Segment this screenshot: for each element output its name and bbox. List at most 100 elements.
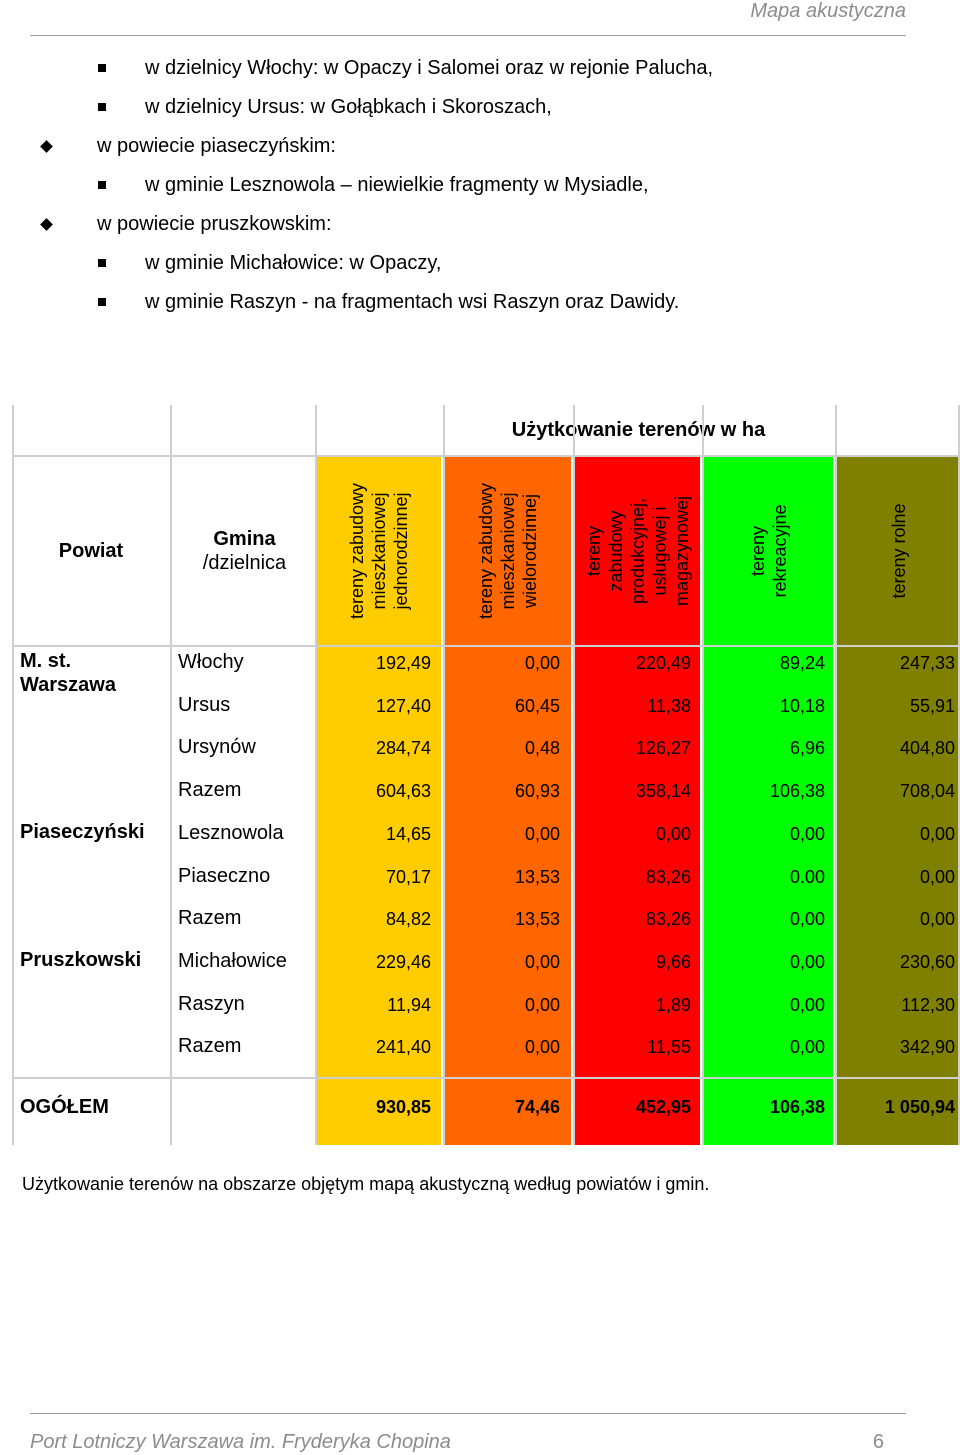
grid-border — [12, 405, 14, 1145]
table-cell-value: 0,00 — [789, 951, 825, 972]
column-header-line: usługowej i — [649, 506, 670, 596]
table-cell-value: 0,00 — [524, 994, 560, 1015]
grid-hline — [12, 1077, 960, 1079]
grid-vline — [170, 405, 172, 1145]
running-header-title: Mapa akustyczna — [750, 0, 906, 22]
column-header-line: zabudowy — [605, 510, 626, 592]
table-cell-value: 0,00 — [524, 823, 560, 844]
table-cell-value: 0,00 — [524, 951, 560, 972]
table-cell-value: 127,40 — [375, 695, 431, 716]
column-fill-1 — [317, 457, 441, 1145]
gmina-label: Ursynów — [178, 736, 256, 759]
footer-rule — [30, 1413, 906, 1414]
total-cell-value: 74,46 — [514, 1097, 560, 1117]
column-header-line: tereny zabudowy — [476, 482, 496, 620]
table-cell-value: 10,18 — [779, 695, 825, 716]
gmina-label: Ursus — [178, 693, 231, 716]
grid-hline — [12, 645, 960, 647]
table-cell-value: 404,80 — [899, 738, 955, 759]
table-cell-value: 708,04 — [899, 781, 955, 802]
table-group-header: Użytkowanie terenów w ha — [511, 418, 766, 441]
gmina-label: Piaseczno — [178, 864, 271, 887]
column-header-line: tereny — [747, 525, 768, 577]
table-caption: Użytkowanie terenów na obszarze objętym … — [22, 1174, 710, 1194]
bullet-item: w powiecie piaseczyńskim: — [97, 135, 336, 157]
grid-vline — [835, 405, 837, 1145]
grid-vline — [443, 405, 445, 1145]
total-cell-value: 1 050,94 — [884, 1097, 955, 1117]
column-header-gmina-line2: /dzielnica — [202, 552, 287, 574]
grid-vline — [702, 405, 704, 1145]
column-header-line: produkcyjnej, — [627, 497, 648, 605]
grid-vline — [573, 405, 575, 1145]
table-cell-value: 358,14 — [635, 781, 691, 802]
grid-hline — [12, 455, 960, 457]
diamond-bullet-icon — [40, 140, 53, 153]
table-cell-value: 55,91 — [909, 695, 955, 716]
table-cell-value: 0,00 — [789, 909, 825, 930]
table-cell-value: 0,48 — [524, 738, 560, 759]
table-cell-value: 0.00 — [789, 866, 825, 887]
bullet-item: w dzielnicy Ursus: w Gołąbkach i Skorosz… — [145, 96, 552, 118]
table-cell-value: 14,65 — [385, 823, 431, 844]
bullet-item: w dzielnicy Włochy: w Opaczy i Salomei o… — [145, 57, 713, 79]
bullet-item: w gminie Michałowice: w Opaczy, — [145, 252, 442, 274]
table-cell-value: 0,00 — [789, 1037, 825, 1058]
table-cell-value: 230,60 — [899, 951, 955, 972]
table-cell-value: 1,89 — [655, 994, 691, 1015]
table-cell-value: 89,24 — [779, 653, 825, 673]
total-label: OGÓŁEM — [20, 1096, 109, 1118]
table-cell-value: 0,00 — [919, 823, 955, 844]
footer-publication: Port Lotniczy Warszawa im. Fryderyka Cho… — [30, 1431, 451, 1453]
bullet-item: w gminie Raszyn - na fragmentach wsi Ras… — [145, 291, 680, 313]
powiat-label: Piaseczyński — [20, 820, 145, 843]
table-cell-value: 284,74 — [375, 738, 431, 759]
page-number: 6 — [872, 1431, 884, 1453]
gmina-label: Razem — [178, 779, 242, 802]
table-cell-value: 0,00 — [789, 823, 825, 844]
gmina-label: Razem — [178, 1035, 242, 1058]
table-cell-value: 11,38 — [647, 695, 691, 716]
column-header-5: tereny rolne — [837, 457, 960, 645]
table-cell-value: 342,90 — [899, 1037, 955, 1058]
square-bullet-icon — [98, 259, 106, 267]
column-header-line: tereny — [583, 525, 604, 577]
table-cell-value: 229,46 — [375, 951, 431, 972]
column-header-gmina: Gmina /dzielnica — [172, 457, 317, 645]
total-cell-value: 106,38 — [769, 1097, 825, 1117]
table-cell-value: 60,45 — [514, 695, 560, 716]
diamond-bullet-icon — [40, 218, 53, 231]
table-cell-value: 112,30 — [901, 994, 955, 1015]
column-header-powiat: Powiat — [58, 539, 124, 562]
column-header-line: rekreacyjne — [769, 504, 790, 598]
table-cell-value: 11,94 — [387, 994, 431, 1015]
land-use-table: Użytkowanie terenów w ha Powiat Gmina /d… — [12, 405, 960, 1145]
table-cell-value: 70,17 — [385, 866, 431, 887]
column-header-line: jednorodzinnej — [391, 492, 411, 610]
grid-vline — [315, 405, 317, 1145]
powiat-label: M. st. Warszawa — [20, 650, 116, 696]
column-fill-4 — [704, 457, 833, 1145]
table-cell-value: 84,82 — [385, 909, 431, 930]
column-header-gmina-line1: Gmina — [213, 528, 276, 550]
table-cell-value: 220,49 — [635, 653, 691, 673]
bullet-item: w powiecie pruszkowskim: — [97, 213, 332, 235]
table-cell-value: 241,40 — [375, 1037, 431, 1058]
square-bullet-icon — [98, 103, 106, 111]
table-cell-value: 126,27 — [635, 738, 691, 759]
gmina-label: Razem — [178, 907, 242, 930]
table-cell-value: 60,93 — [514, 781, 560, 802]
table-cell-value: 13,53 — [514, 909, 560, 930]
gmina-label: Lesznowola — [178, 821, 284, 844]
column-header-line: mieszkaniowej — [498, 492, 518, 610]
table-cell-value: 0,00 — [919, 866, 955, 887]
column-header-line: wielorodzinnej — [520, 493, 540, 609]
table-cell-value: 83,26 — [645, 909, 691, 930]
table-cell-value: 0,00 — [789, 994, 825, 1015]
column-header-4: tereny rekreacyjne — [704, 457, 833, 645]
table-cell-value: 0,00 — [524, 653, 560, 673]
table-cell-value: 604,63 — [375, 781, 431, 802]
column-header-line: tereny zabudowy — [347, 482, 367, 620]
table-cell-value: 247,33 — [899, 653, 955, 673]
column-header-line: mieszkaniowej — [369, 492, 389, 610]
